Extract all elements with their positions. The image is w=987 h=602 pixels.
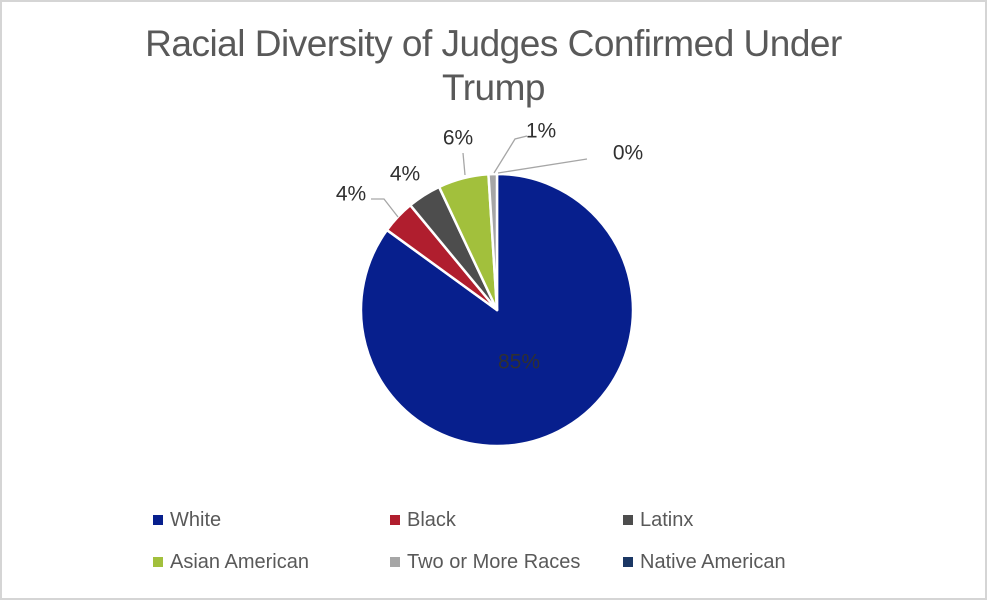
legend-label-latinx: Latinx [640,508,694,531]
chart-title: Racial Diversity of Judges Confirmed Und… [145,23,842,108]
legend-item-native-american[interactable]: Native American [623,551,786,573]
leader-line-native-american [497,158,588,174]
data-label-native-american: 0% [613,142,643,165]
legend-swatch-two-or-more-races [390,557,400,567]
data-label-asian-american: 6% [443,127,473,150]
pie-slice-two-or-more-races[interactable] [487,172,499,312]
legend-label-black: Black [407,508,456,531]
legend-label-asian-american: Asian American [170,550,309,573]
leader-line-black [371,198,399,218]
legend-item-black[interactable]: Black [390,509,456,531]
legend-swatch-native-american [623,557,633,567]
leader-line-asian-american [462,152,466,176]
data-label-latinx: 4% [390,163,420,186]
legend-swatch-white [153,515,163,525]
data-label-white: 85% [498,351,540,374]
legend-item-asian-american[interactable]: Asian American [153,551,309,573]
legend-item-white[interactable]: White [153,509,221,531]
legend-item-latinx[interactable]: Latinx [623,509,693,531]
legend-label-white: White [170,508,222,531]
data-label-two-or-more-races: 1% [526,120,556,143]
legend-item-two-or-more-races[interactable]: Two or More Races [390,551,580,573]
legend-swatch-latinx [623,515,633,525]
legend-label-native-american: Native American [640,550,786,573]
legend-swatch-asian-american [153,557,163,567]
leader-line-two-or-more-races [493,135,528,174]
legend-label-two-or-more-races: Two or More Races [407,550,581,573]
legend-swatch-black [390,515,400,525]
data-label-black: 4% [336,183,366,206]
